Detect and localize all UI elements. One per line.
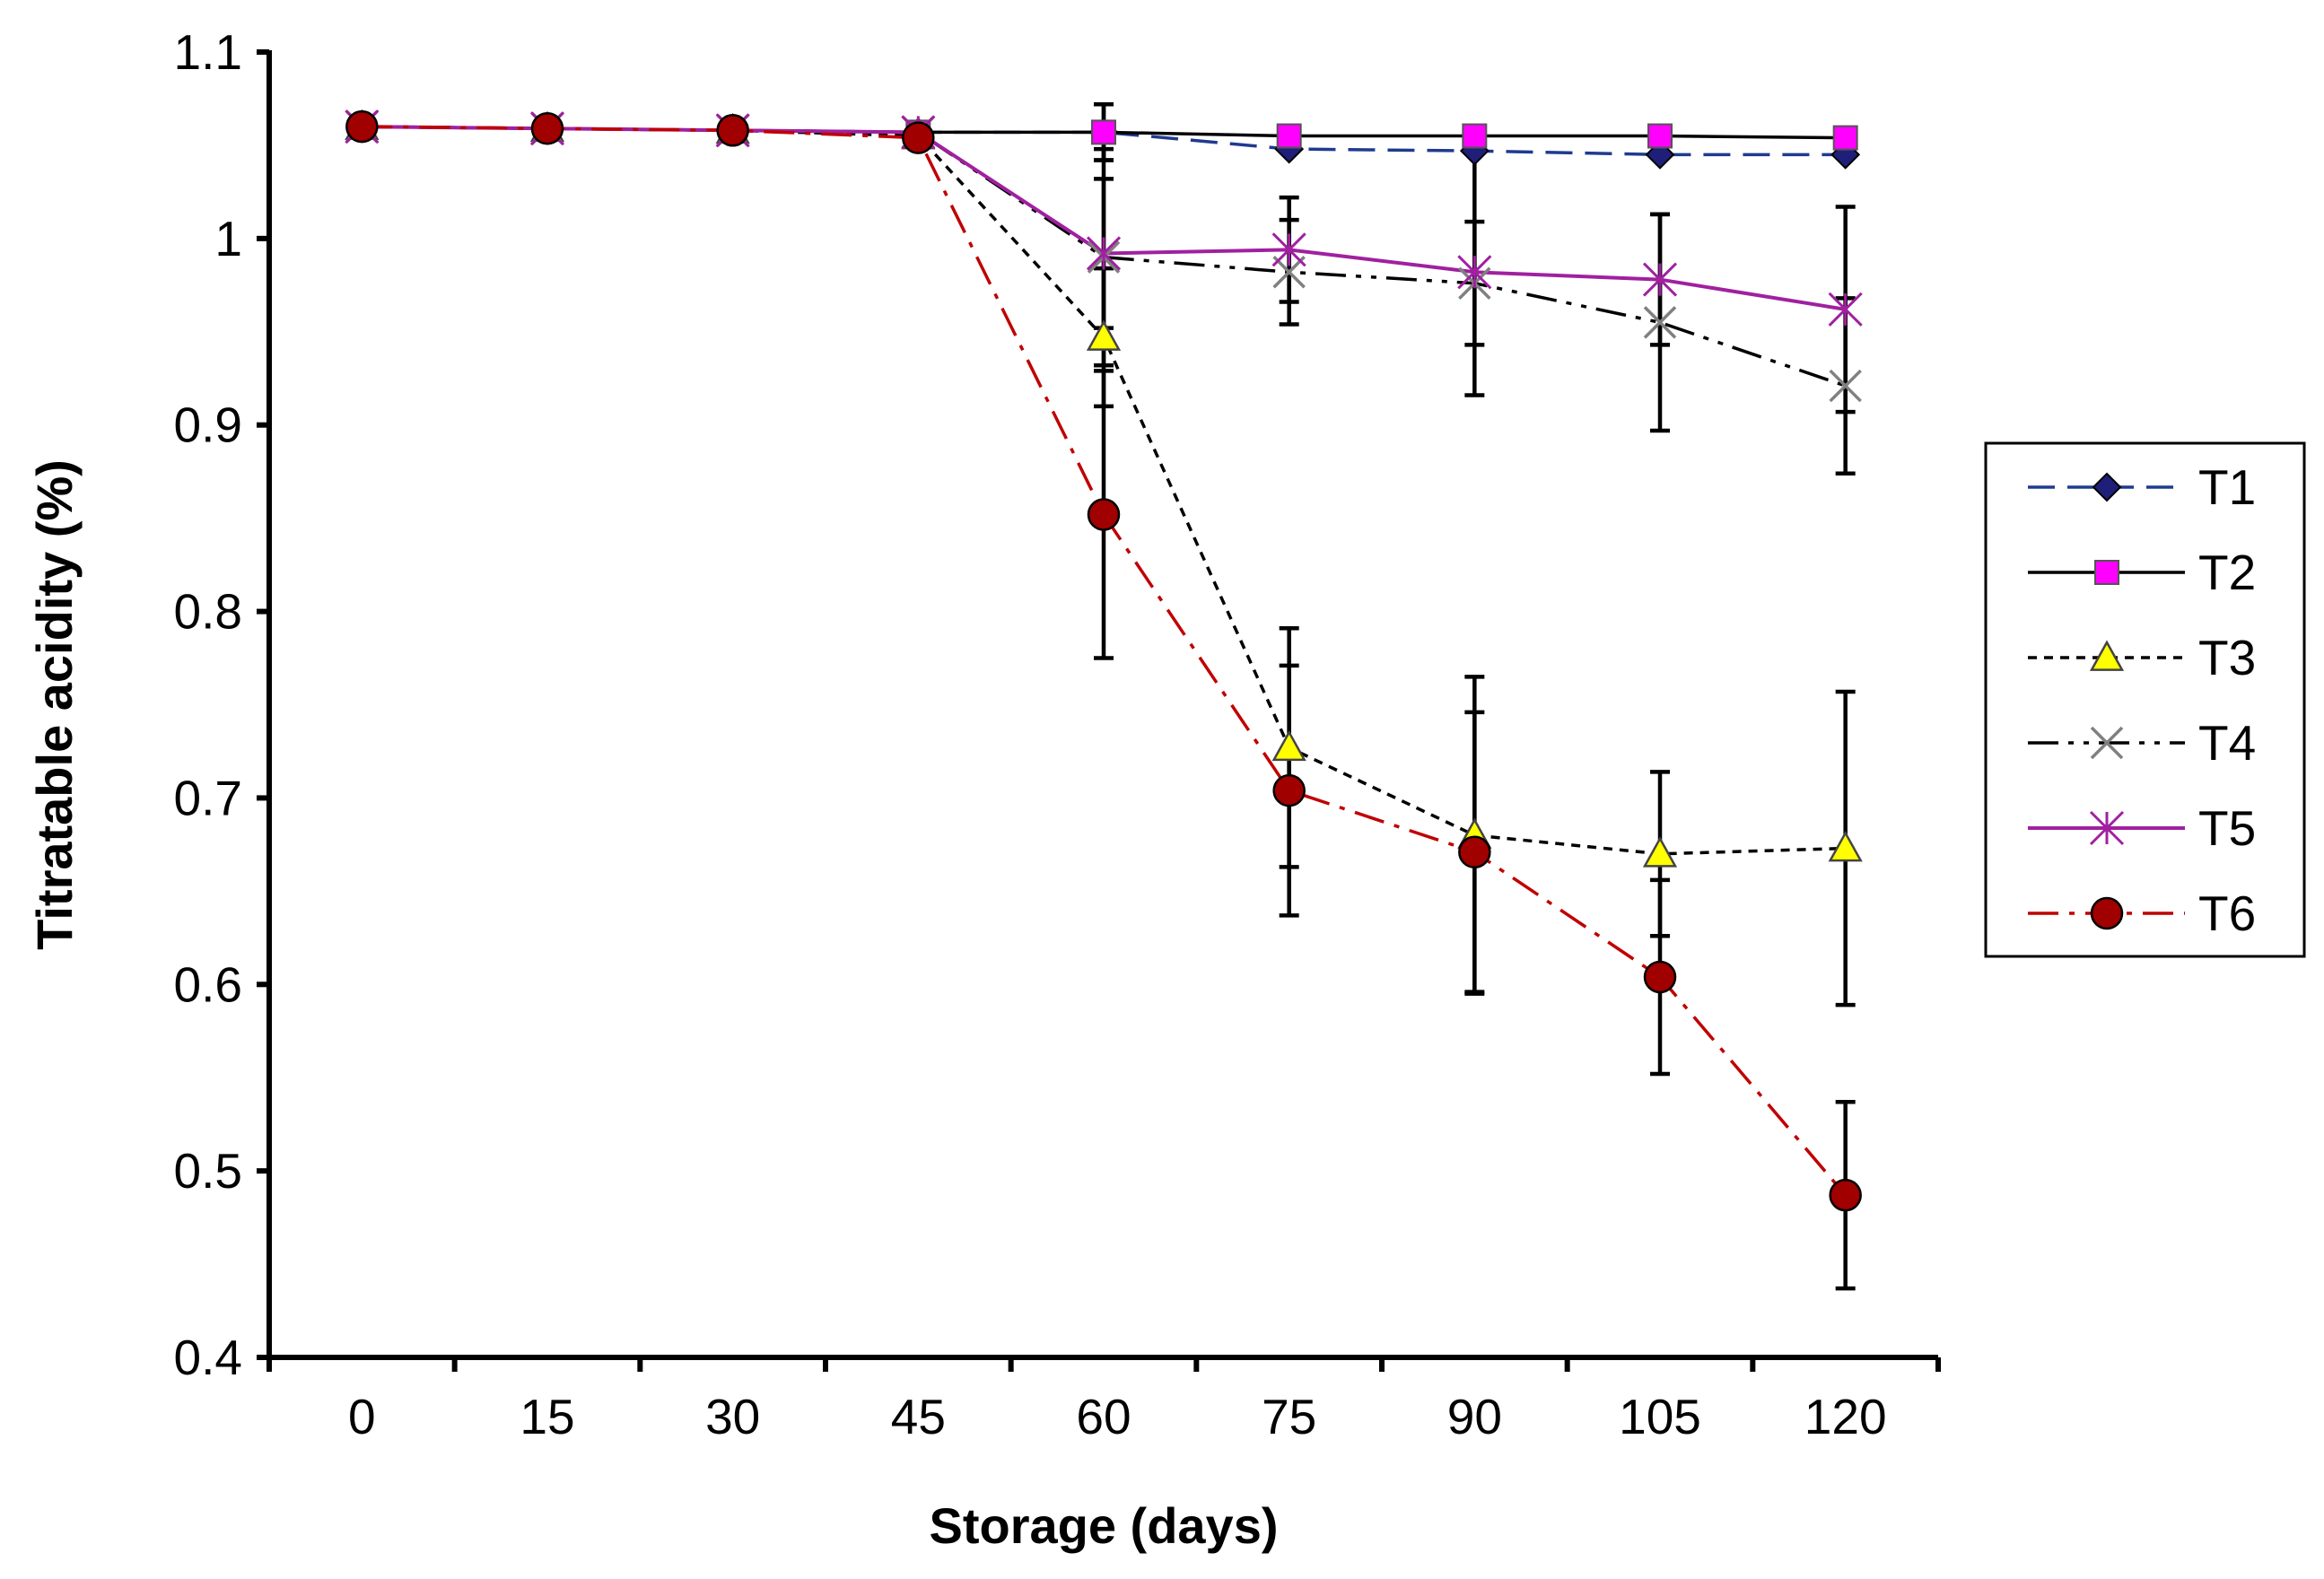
t6-point <box>1643 960 1677 994</box>
x-tick-label: 90 <box>1447 1389 1502 1444</box>
t6-point <box>1829 1178 1862 1212</box>
x-tick-label: 30 <box>705 1389 760 1444</box>
x-axis-title: Storage (days) <box>930 1497 1279 1554</box>
legend-t4-marker <box>2090 726 2124 760</box>
y-tick-label: 0.5 <box>174 1143 242 1199</box>
x-tick-label: 75 <box>1262 1389 1316 1444</box>
t4-point <box>1643 306 1677 339</box>
y-tick-label: 1.1 <box>174 24 242 80</box>
t2-point <box>1647 123 1673 149</box>
x-tick-label: 60 <box>1076 1389 1131 1444</box>
legend-t2-label: T2 <box>2198 545 2256 600</box>
t6-point <box>530 111 564 145</box>
t4-point <box>1829 369 1862 403</box>
t2-point <box>1276 123 1302 149</box>
t5-point <box>1271 232 1306 267</box>
x-tick-label: 0 <box>348 1389 376 1444</box>
t5-point <box>1642 262 1678 297</box>
y-tick-label: 0.6 <box>174 956 242 1012</box>
t3-point <box>1642 836 1678 868</box>
legend-t3-marker <box>2089 640 2125 671</box>
x-tick-label: 45 <box>891 1389 946 1444</box>
t2-point <box>1832 125 1858 151</box>
x-tick-label: 105 <box>1619 1389 1701 1444</box>
t3-point <box>1828 830 1863 862</box>
legend-t1-marker <box>2092 472 2122 502</box>
t2-point <box>1462 123 1488 149</box>
t6-point <box>1458 835 1491 868</box>
t5-point <box>1086 236 1122 271</box>
legend-t3-label: T3 <box>2198 630 2256 685</box>
axis-labels: Storage (days) Titratable acidity (%) <box>26 459 1279 1554</box>
t6-point <box>1087 498 1121 531</box>
legend-t2-marker <box>2094 560 2119 585</box>
t5-point <box>1457 255 1492 290</box>
y-tick-label: 1 <box>214 211 242 266</box>
y-tick-label: 0.7 <box>174 770 242 825</box>
t3-point <box>1271 729 1306 762</box>
legend-t4-label: T4 <box>2198 715 2256 771</box>
series-markers <box>345 109 1863 1212</box>
y-axis-title: Titratable acidity (%) <box>26 459 83 950</box>
legend-t6-label: T6 <box>2198 885 2256 941</box>
t6-point <box>716 114 749 147</box>
t6-point <box>1272 773 1306 807</box>
t4-point <box>1272 256 1306 289</box>
legend-box <box>1984 441 2306 958</box>
x-tick-label: 15 <box>520 1389 574 1444</box>
t3-point <box>1086 319 1122 351</box>
y-tick-label: 0.9 <box>174 397 242 453</box>
legend: T1 T2 T3 T4 T5 T6 <box>1984 441 2306 958</box>
t6-point <box>345 109 379 144</box>
legend-t1-label: T1 <box>2198 459 2256 515</box>
y-tick-label: 0.4 <box>174 1330 242 1385</box>
x-tick-label: 120 <box>1804 1389 1887 1444</box>
legend-t5-label: T5 <box>2198 800 2256 856</box>
axes: 0.4 0.5 0.6 0.7 0.8 0.9 1 1.1 0 15 30 45 60 75 90 105 12… <box>174 24 1941 1444</box>
t5-point <box>1828 292 1863 327</box>
t2-point <box>1091 119 1116 145</box>
legend-t6-marker <box>2090 896 2124 930</box>
t6-point <box>902 121 935 154</box>
y-tick-label: 0.8 <box>174 584 242 640</box>
legend-t5-marker <box>2089 810 2125 846</box>
